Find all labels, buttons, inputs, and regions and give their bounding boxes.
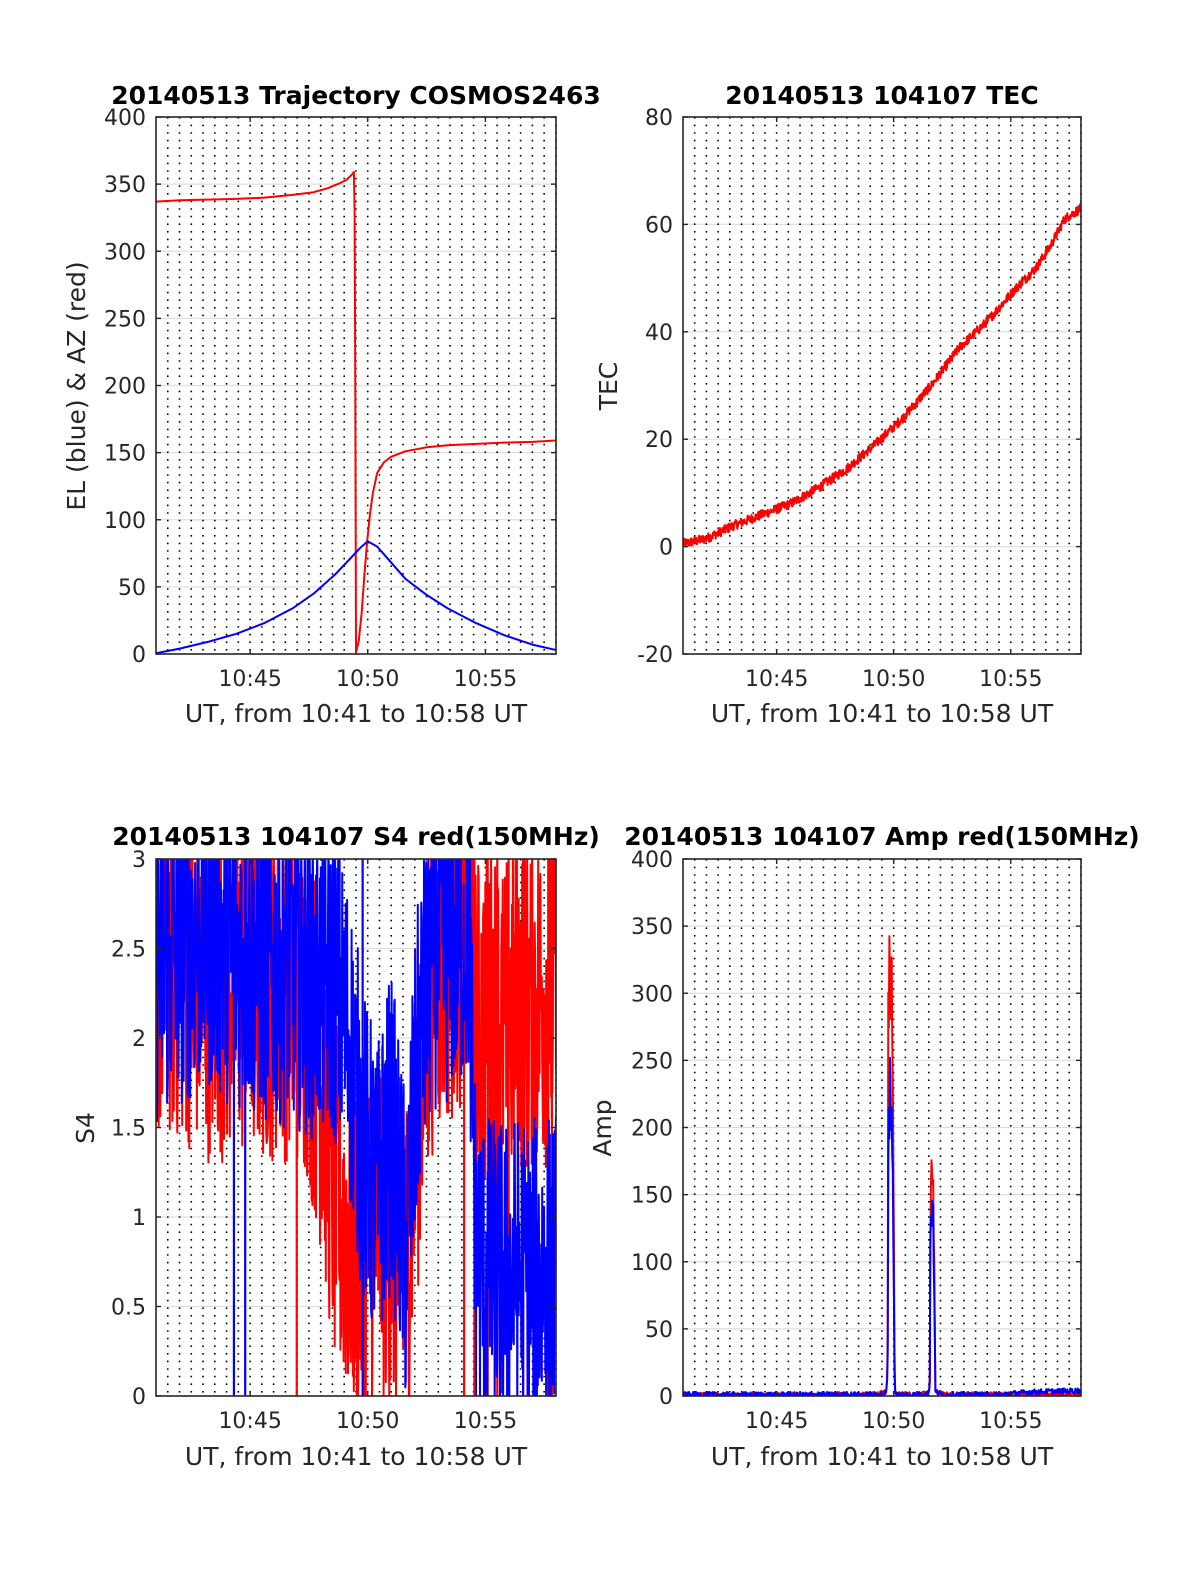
y-tick-label: 350 <box>104 173 146 198</box>
x-tick-label: 10:45 <box>745 667 808 692</box>
x-axis-label: UT, from 10:41 to 10:58 UT <box>185 699 528 728</box>
chart-title: 20140513 104107 Amp red(150MHz) <box>624 822 1140 851</box>
y-tick-label: 80 <box>645 106 673 131</box>
y-axis-label: EL (blue) & AZ (red) <box>62 261 91 510</box>
series-line-1 <box>156 859 556 1396</box>
series-line-1 <box>156 540 556 654</box>
series-line-1 <box>683 1057 1081 1396</box>
y-tick-label: 300 <box>104 240 146 265</box>
panel-trajectory: 20140513 Trajectory COSMOS2463 UT, from … <box>62 81 601 728</box>
y-tick-label: 60 <box>645 213 673 238</box>
y-tick-label: 50 <box>118 576 146 601</box>
x-tick-label: 10:55 <box>979 667 1042 692</box>
y-axis-label: S4 <box>71 1112 100 1144</box>
series-line-0 <box>156 171 556 654</box>
x-tick-label: 10:50 <box>336 667 399 692</box>
x-axis-label: UT, from 10:41 to 10:58 UT <box>711 699 1054 728</box>
plot-area-2: 0 0.5 1 1.5 2 2.5 3 10:45 10:50 10:55 <box>111 848 557 1434</box>
x-tick-label: 10:55 <box>454 1409 517 1434</box>
axes-frame <box>682 116 1082 655</box>
chart-title: 20140513 104107 TEC <box>725 81 1038 110</box>
y-tick-label: 200 <box>104 375 146 400</box>
y-tick-label: 150 <box>631 1184 673 1209</box>
y-tick-label: 250 <box>104 307 146 332</box>
y-tick-label: -20 <box>637 643 673 668</box>
chart-title: 20140513 Trajectory COSMOS2463 <box>111 81 601 110</box>
x-tick-label: 10:55 <box>454 667 517 692</box>
y-tick-label: 0 <box>132 1385 146 1410</box>
y-tick-label: 0.5 <box>111 1296 146 1321</box>
y-tick-label: 3 <box>132 848 146 873</box>
x-tick-label: 10:50 <box>336 1409 399 1434</box>
y-tick-label: 350 <box>631 915 673 940</box>
panel-amp: 20140513 104107 Amp red(150MHz) UT, from… <box>588 822 1140 1471</box>
x-tick-label: 10:50 <box>862 667 925 692</box>
y-tick-label: 250 <box>631 1049 673 1074</box>
panel-s4: 20140513 104107 S4 red(150MHz) UT, from … <box>71 822 600 1471</box>
x-tick-label: 10:50 <box>862 1409 925 1434</box>
y-tick-label: 400 <box>104 106 146 131</box>
y-tick-label: 2.5 <box>111 938 146 963</box>
y-tick-label: 40 <box>645 321 673 346</box>
y-tick-label: 1.5 <box>111 1117 146 1142</box>
y-tick-label: 150 <box>104 442 146 467</box>
y-tick-label: 0 <box>659 1385 673 1410</box>
y-tick-label: 2 <box>132 1027 146 1052</box>
panel-tec: 20140513 104107 TEC UT, from 10:41 to 10… <box>594 81 1054 728</box>
x-tick-label: 10:45 <box>218 1409 281 1434</box>
y-tick-label: 20 <box>645 428 673 453</box>
y-axis-label: TEC <box>594 362 623 412</box>
plot-area-1: -20 0 20 40 60 80 10:45 10:50 10:55 <box>637 106 1082 692</box>
y-tick-label: 0 <box>132 643 146 668</box>
y-tick-label: 1 <box>132 1206 146 1231</box>
y-tick-label: 100 <box>104 509 146 534</box>
plot-area-0: 0 50 100 150 200 250 300 350 400 10:45 10:50 10:55 <box>104 106 557 692</box>
y-tick-label: 0 <box>659 536 673 561</box>
plot-area-3: 0 50 100 150 200 250 300 350 400 10:45 10:50 10:55 <box>631 848 1082 1434</box>
y-axis-label: Amp <box>588 1099 617 1156</box>
chart-title: 20140513 104107 S4 red(150MHz) <box>112 822 600 851</box>
x-tick-label: 10:45 <box>218 667 281 692</box>
y-tick-label: 50 <box>645 1318 673 1343</box>
y-tick-label: 400 <box>631 848 673 873</box>
x-tick-label: 10:45 <box>745 1409 808 1434</box>
y-tick-label: 100 <box>631 1251 673 1276</box>
y-tick-label: 300 <box>631 982 673 1007</box>
series-line-0 <box>683 203 1081 548</box>
x-axis-label: UT, from 10:41 to 10:58 UT <box>185 1442 528 1471</box>
y-tick-label: 200 <box>631 1117 673 1142</box>
x-tick-label: 10:55 <box>979 1409 1042 1434</box>
x-axis-label: UT, from 10:41 to 10:58 UT <box>711 1442 1054 1471</box>
